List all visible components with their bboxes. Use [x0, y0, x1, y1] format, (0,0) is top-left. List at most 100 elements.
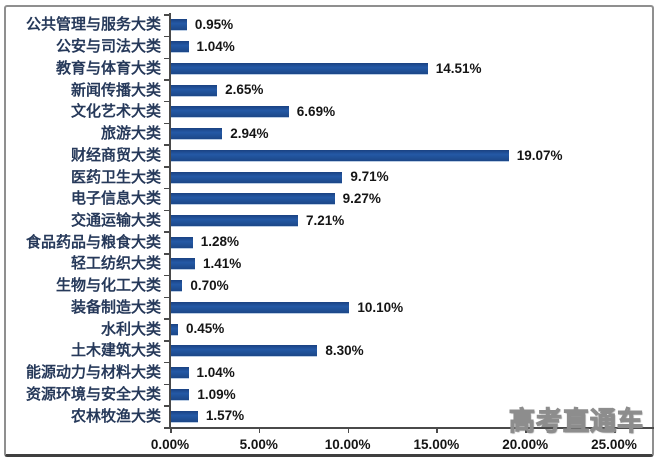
chart-row: 食品药品与粮食大类 1.28% [0, 231, 661, 253]
value-label: 9.27% [342, 190, 381, 206]
chart-row: 财经商贸大类 19.07% [0, 144, 661, 166]
category-label: 公安与司法大类 [55, 38, 161, 56]
y-axis-tick [164, 427, 170, 429]
bar-track: 1.09% [170, 388, 661, 402]
chart-row: 旅游大类 2.94% [0, 123, 661, 145]
bar [170, 62, 428, 74]
category-label: 能源动力与材料大类 [25, 364, 161, 382]
y-axis-tick [164, 122, 170, 125]
chart-row: 轻工纺织大类 1.41% [0, 253, 661, 275]
bar [170, 345, 318, 357]
chart-row: 能源动力与材料大类 1.04% [0, 362, 661, 384]
value-label: 2.65% [225, 82, 264, 98]
bar-track: 7.21% [170, 214, 661, 228]
x-axis-tick [436, 428, 438, 433]
bar-track: 2.94% [170, 127, 661, 141]
chart-row: 公共管理与服务大类 0.95% [0, 14, 661, 36]
y-axis-tick [164, 144, 170, 146]
bar [170, 214, 298, 226]
bar [170, 106, 289, 118]
y-axis-tick [164, 383, 170, 385]
y-axis-tick [164, 296, 170, 299]
category-label: 文化艺术大类 [70, 103, 161, 121]
value-label: 2.94% [230, 125, 269, 141]
value-label: 0.95% [194, 17, 234, 33]
bar-track: 2.65% [170, 83, 661, 97]
x-axis-tick [170, 428, 172, 433]
bar-track: 19.07% [170, 149, 661, 163]
bar [170, 193, 335, 205]
chart-row: 文化艺术大类 6.69% [0, 101, 661, 123]
value-label: 7.21% [306, 212, 345, 228]
chart-row: 生物与化工大类 0.70% [0, 275, 661, 297]
bar-track: 0.45% [170, 322, 661, 336]
bar [170, 84, 218, 96]
bar [170, 280, 183, 292]
bar-track: 1.28% [170, 235, 661, 249]
y-axis-tick [164, 361, 170, 364]
value-label: 9.71% [350, 169, 389, 185]
chart-row: 装备制造大类 10.10% [0, 297, 661, 319]
value-label: 0.70% [190, 277, 229, 293]
y-axis-tick [164, 35, 170, 38]
x-axis-tick-label: 15.00% [413, 437, 460, 452]
category-label: 教育与体育大类 [55, 59, 161, 77]
y-axis-tick [164, 231, 170, 233]
bar-track: 1.04% [170, 40, 661, 54]
x-axis-tick [258, 428, 261, 433]
chart-row: 新闻传播大类 2.65% [0, 79, 661, 101]
bar [170, 367, 189, 379]
category-label: 生物与化工大类 [55, 277, 161, 295]
value-label: 1.09% [197, 386, 236, 402]
category-axis-line [169, 13, 171, 428]
bar-track: 1.57% [170, 409, 661, 423]
bar [170, 258, 195, 270]
x-axis-tick-label: 20.00% [502, 437, 549, 452]
x-axis-tick-label: 25.00% [591, 437, 637, 452]
category-label: 食品药品与粮食大类 [25, 233, 161, 251]
chart-frame [4, 5, 654, 457]
x-axis-tick-label: 5.00% [239, 437, 278, 452]
y-axis-tick [164, 187, 170, 190]
chart-row: 交通运输大类 7.21% [0, 210, 661, 232]
value-label: 1.04% [196, 364, 235, 380]
bar-track: 14.51% [170, 62, 661, 76]
chart-row: 资源环境与安全大类 1.09% [0, 383, 661, 405]
category-label: 交通运输大类 [70, 211, 161, 229]
category-label: 新闻传播大类 [70, 81, 161, 99]
bar [170, 171, 343, 183]
value-label: 8.30% [325, 343, 364, 359]
value-label: 1.04% [196, 38, 235, 54]
chart-row: 教育与体育大类 14.51% [0, 57, 661, 79]
y-axis-tick [164, 274, 170, 277]
value-label: 1.41% [203, 256, 242, 272]
bar [170, 301, 350, 313]
y-axis-tick [164, 253, 170, 255]
category-label: 资源环境与安全大类 [25, 385, 161, 403]
y-axis-tick [164, 79, 170, 81]
x-axis-tick [525, 428, 527, 433]
bar-track: 0.95% [170, 18, 661, 32]
chart-row: 电子信息大类 9.27% [0, 188, 661, 210]
y-axis-tick [164, 166, 170, 168]
bar [170, 388, 190, 400]
y-axis-tick [164, 340, 170, 342]
bar-track: 0.70% [170, 279, 661, 293]
x-axis-tick-label: 10.00% [324, 437, 371, 452]
category-label: 财经商贸大类 [70, 146, 161, 164]
category-label: 水利大类 [100, 320, 161, 338]
bar-rows: 公共管理与服务大类 0.95% 公安与司法大类 1.04% 教育与体育大类 14.51% 新… [0, 14, 661, 427]
category-label: 轻工纺织大类 [70, 255, 161, 273]
category-label: 旅游大类 [100, 125, 161, 143]
value-label: 14.51% [435, 60, 482, 76]
bar [170, 149, 509, 161]
bar [170, 41, 189, 53]
bar-track: 10.10% [170, 301, 661, 315]
chart-row: 土木建筑大类 8.30% [0, 340, 661, 362]
bar-track: 9.27% [170, 192, 661, 206]
category-label: 医药卫生大类 [70, 168, 161, 186]
bar [170, 410, 198, 422]
chart-row: 水利大类 0.45% [0, 318, 661, 340]
value-label: 0.45% [186, 321, 225, 337]
value-label: 6.69% [296, 104, 336, 120]
